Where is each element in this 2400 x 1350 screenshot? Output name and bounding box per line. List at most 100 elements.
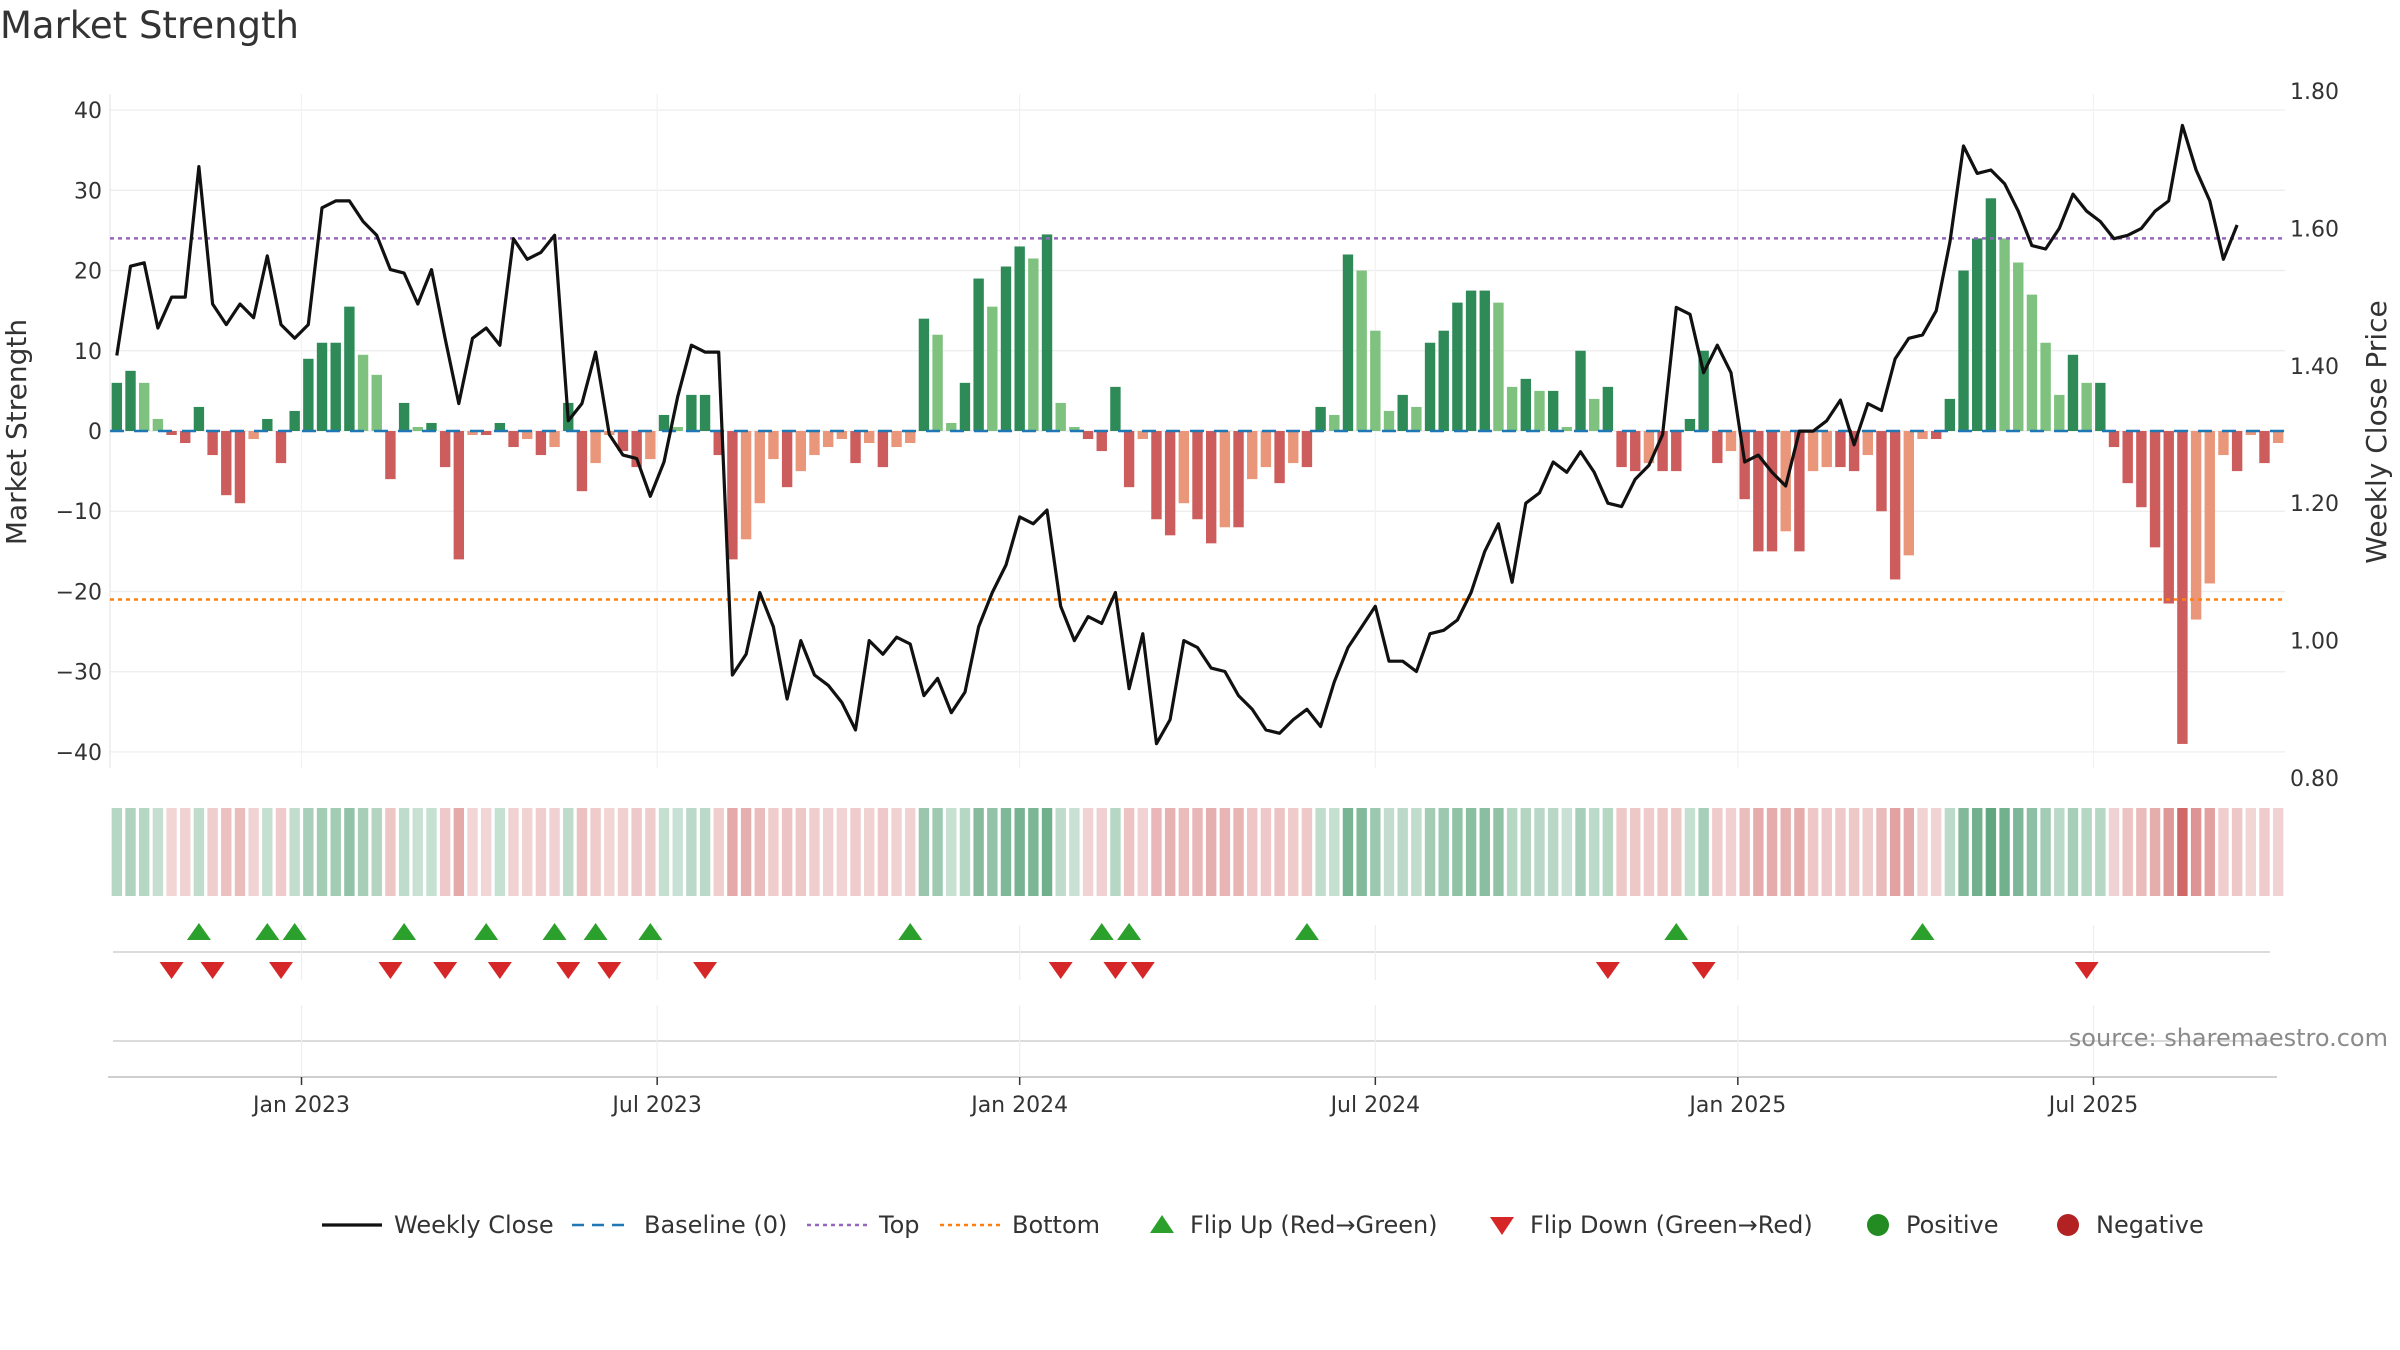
heat-cell	[1069, 808, 1080, 896]
heat-cell	[1082, 808, 1094, 896]
strength-bar	[398, 402, 410, 431]
heat-cell	[522, 808, 533, 896]
y-axis-label: Market Strength	[0, 319, 33, 545]
heat-cell	[1520, 808, 1531, 896]
flip-down-marker	[433, 962, 458, 979]
strength-bar	[822, 431, 834, 448]
heat-cell	[1958, 808, 1969, 896]
strength-bar	[275, 431, 287, 464]
heat-cell	[2218, 808, 2229, 896]
heat-cell	[1315, 808, 1326, 896]
strength-bar	[781, 431, 793, 488]
heat-cell	[467, 808, 478, 896]
strength-bar	[1930, 431, 1942, 440]
flip-up-marker	[542, 923, 567, 940]
heat-cell	[1028, 808, 1039, 896]
strength-bar	[713, 431, 724, 456]
heat-cell	[262, 808, 273, 896]
heat-cell	[439, 808, 451, 896]
flip-up-marker	[282, 923, 307, 940]
strength-bar	[234, 431, 246, 504]
strength-bar	[699, 394, 711, 431]
strength-bar	[316, 342, 328, 431]
strength-bar	[221, 431, 232, 496]
strength-bar	[1315, 406, 1326, 431]
heat-cell	[508, 808, 519, 896]
strength-bar	[1260, 431, 1272, 468]
strength-bar	[2163, 431, 2174, 604]
strength-bar	[1288, 431, 1299, 464]
strength-bar	[864, 431, 875, 444]
strength-bar	[1630, 431, 1641, 472]
heat-cell	[1561, 808, 1573, 896]
strength-bar	[1219, 431, 1231, 528]
strength-bar	[1233, 431, 1244, 528]
strength-bar	[262, 418, 273, 431]
strength-bar	[2081, 382, 2092, 431]
strength-bar	[795, 431, 806, 472]
heat-cell	[1807, 808, 1819, 896]
flip-up-marker	[1910, 923, 1935, 940]
heat-cell	[2108, 808, 2120, 896]
strength-bar	[1205, 431, 1217, 544]
strength-bar	[2149, 431, 2161, 548]
heat-cell	[1274, 808, 1285, 896]
heat-cell	[2259, 808, 2270, 896]
heat-cell	[2272, 808, 2284, 896]
y2-tick-label: 1.00	[2290, 630, 2339, 655]
strength-bar	[1753, 431, 1764, 552]
strength-bar	[1712, 431, 1723, 464]
heat-cell	[1602, 808, 1614, 896]
heat-cell	[822, 808, 834, 896]
heat-cell	[166, 808, 177, 896]
legend-label: Top	[878, 1211, 920, 1239]
heat-cell	[2204, 808, 2215, 896]
strength-bar	[1794, 431, 1805, 552]
strength-bar	[2245, 431, 2256, 436]
heat-cell	[1766, 808, 1778, 896]
strength-bar	[1329, 414, 1340, 431]
heat-cell	[1301, 808, 1313, 896]
heat-cell	[1397, 808, 1408, 896]
heat-cell	[248, 808, 259, 896]
flip-up-marker	[898, 923, 923, 940]
strength-bar	[768, 431, 779, 460]
date-tick-label: Jan 2024	[969, 1093, 1068, 1118]
strength-bar	[1848, 431, 1860, 472]
heat-cell	[180, 808, 191, 896]
heat-cell	[987, 808, 998, 896]
heat-cell	[973, 808, 984, 896]
heat-cell	[1944, 808, 1956, 896]
strength-bar	[1069, 426, 1080, 431]
strength-bar	[1958, 270, 1969, 431]
heat-cell	[1055, 808, 1066, 896]
heat-cell	[809, 808, 820, 896]
heat-cell	[1848, 808, 1860, 896]
strength-bar	[727, 431, 738, 560]
strength-bar	[918, 318, 930, 431]
strength-bar	[535, 431, 547, 456]
heat-cell	[207, 808, 218, 896]
strength-bar	[2204, 431, 2215, 584]
strength-bar	[439, 431, 451, 468]
heat-cell	[2067, 808, 2079, 896]
strength-bar	[1725, 431, 1737, 452]
flip-up-marker	[1117, 923, 1142, 940]
flip-down-marker	[1103, 962, 1128, 979]
heat-cell	[1917, 808, 1928, 896]
heat-cell	[1547, 808, 1559, 896]
strength-bar	[248, 431, 259, 440]
heat-cell	[1233, 808, 1244, 896]
legend-swatch	[1150, 1215, 1174, 1233]
flip-up-marker	[474, 923, 499, 940]
strength-bar	[1602, 386, 1614, 431]
date-tick-label: Jul 2024	[1329, 1093, 1421, 1118]
heat-cell	[1903, 808, 1915, 896]
heat-cell	[398, 808, 410, 896]
strength-bar	[1835, 431, 1846, 468]
heat-cell	[344, 808, 355, 896]
strength-bar	[2108, 431, 2120, 448]
strength-bar	[1438, 330, 1449, 431]
flip-down-marker	[556, 962, 581, 979]
heat-cell	[576, 808, 588, 896]
